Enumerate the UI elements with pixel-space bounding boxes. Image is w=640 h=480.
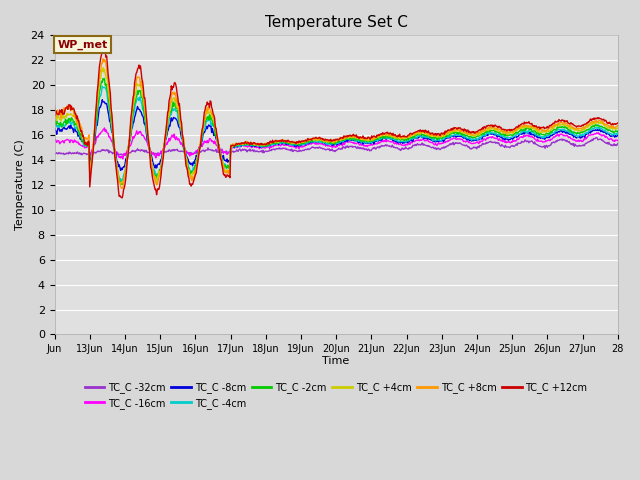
Y-axis label: Temperature (C): Temperature (C) bbox=[15, 140, 25, 230]
TC_C -2cm bbox=[271, 139, 278, 145]
TC_C +8cm bbox=[99, 56, 107, 61]
TC_C -4cm bbox=[51, 119, 58, 125]
TC_C -16cm bbox=[428, 140, 435, 145]
TC_C -32cm bbox=[270, 146, 278, 152]
TC_C -2cm bbox=[396, 136, 403, 142]
TC_C -2cm bbox=[428, 135, 435, 141]
TC_C -4cm bbox=[271, 141, 278, 147]
Line: TC_C -16cm: TC_C -16cm bbox=[54, 128, 618, 159]
Line: TC_C -2cm: TC_C -2cm bbox=[54, 78, 618, 184]
TC_C +4cm bbox=[51, 115, 58, 120]
TC_C -8cm bbox=[396, 139, 403, 145]
TC_C +4cm bbox=[614, 125, 621, 131]
TC_C -32cm bbox=[593, 135, 600, 141]
Text: WP_met: WP_met bbox=[58, 40, 108, 50]
TC_C +12cm bbox=[614, 120, 621, 126]
TC_C +12cm bbox=[51, 102, 58, 108]
TC_C +8cm bbox=[118, 185, 125, 191]
TC_C +4cm bbox=[99, 65, 107, 71]
TC_C +8cm bbox=[51, 106, 58, 112]
TC_C -16cm bbox=[119, 156, 127, 162]
TC_C +12cm bbox=[271, 138, 278, 144]
TC_C +4cm bbox=[116, 180, 124, 186]
TC_C -32cm bbox=[427, 144, 435, 150]
TC_C +4cm bbox=[222, 167, 230, 173]
TC_C -8cm bbox=[51, 125, 58, 131]
TC_C -32cm bbox=[249, 147, 257, 153]
TC_C +12cm bbox=[396, 132, 403, 137]
TC_C +12cm bbox=[118, 194, 125, 200]
TC_C +8cm bbox=[614, 123, 621, 129]
Line: TC_C -32cm: TC_C -32cm bbox=[54, 138, 618, 156]
TC_C -16cm bbox=[614, 138, 621, 144]
TC_C -8cm bbox=[271, 142, 278, 147]
TC_C -8cm bbox=[250, 142, 257, 148]
TC_C -4cm bbox=[614, 130, 621, 135]
X-axis label: Time: Time bbox=[323, 356, 349, 366]
TC_C +12cm bbox=[118, 195, 126, 201]
TC_C -4cm bbox=[99, 84, 106, 89]
TC_C +12cm bbox=[100, 45, 108, 50]
TC_C +8cm bbox=[222, 169, 230, 175]
TC_C +8cm bbox=[271, 139, 278, 144]
TC_C -2cm bbox=[51, 120, 58, 125]
TC_C -32cm bbox=[614, 141, 621, 146]
Line: TC_C +12cm: TC_C +12cm bbox=[54, 48, 618, 198]
TC_C -4cm bbox=[222, 162, 230, 168]
TC_C +4cm bbox=[428, 133, 435, 139]
TC_C -16cm bbox=[271, 143, 278, 149]
TC_C -32cm bbox=[118, 151, 125, 157]
TC_C -4cm bbox=[428, 136, 435, 142]
TC_C -8cm bbox=[614, 132, 621, 138]
Line: TC_C -4cm: TC_C -4cm bbox=[54, 86, 618, 181]
TC_C +12cm bbox=[250, 140, 257, 145]
TC_C +4cm bbox=[396, 135, 403, 141]
TC_C -8cm bbox=[222, 157, 230, 163]
TC_C +4cm bbox=[118, 180, 126, 186]
TC_C -8cm bbox=[118, 167, 126, 172]
TC_C -16cm bbox=[250, 144, 257, 149]
TC_C -4cm bbox=[250, 143, 257, 149]
TC_C -2cm bbox=[222, 163, 230, 169]
TC_C -2cm bbox=[250, 141, 257, 147]
Title: Temperature Set C: Temperature Set C bbox=[265, 15, 408, 30]
TC_C -8cm bbox=[116, 168, 124, 173]
TC_C +4cm bbox=[271, 139, 278, 144]
TC_C -4cm bbox=[396, 139, 403, 144]
TC_C -32cm bbox=[221, 149, 228, 155]
TC_C -4cm bbox=[118, 179, 125, 184]
TC_C +12cm bbox=[428, 131, 435, 136]
TC_C -4cm bbox=[118, 177, 126, 183]
TC_C -16cm bbox=[396, 141, 403, 147]
TC_C +8cm bbox=[396, 134, 403, 140]
Line: TC_C +8cm: TC_C +8cm bbox=[54, 59, 618, 189]
TC_C +4cm bbox=[250, 142, 257, 147]
TC_C -2cm bbox=[614, 128, 621, 134]
TC_C -2cm bbox=[118, 181, 125, 187]
Legend: TC_C -32cm, TC_C -16cm, TC_C -8cm, TC_C -4cm, TC_C -2cm, TC_C +4cm, TC_C +8cm, T: TC_C -32cm, TC_C -16cm, TC_C -8cm, TC_C … bbox=[81, 378, 591, 413]
TC_C +8cm bbox=[428, 132, 435, 138]
TC_C +12cm bbox=[222, 174, 230, 180]
TC_C -16cm bbox=[100, 125, 108, 131]
TC_C -16cm bbox=[222, 149, 230, 155]
TC_C +8cm bbox=[118, 186, 126, 192]
TC_C -8cm bbox=[99, 97, 106, 103]
TC_C -16cm bbox=[118, 154, 125, 159]
TC_C -8cm bbox=[428, 137, 435, 143]
Line: TC_C -8cm: TC_C -8cm bbox=[54, 100, 618, 170]
TC_C -32cm bbox=[86, 153, 94, 159]
Line: TC_C +4cm: TC_C +4cm bbox=[54, 68, 618, 183]
TC_C -2cm bbox=[100, 75, 108, 81]
TC_C -32cm bbox=[51, 151, 58, 156]
TC_C +8cm bbox=[250, 140, 257, 146]
TC_C -16cm bbox=[51, 139, 58, 145]
TC_C -32cm bbox=[395, 146, 403, 152]
TC_C -2cm bbox=[118, 181, 126, 187]
